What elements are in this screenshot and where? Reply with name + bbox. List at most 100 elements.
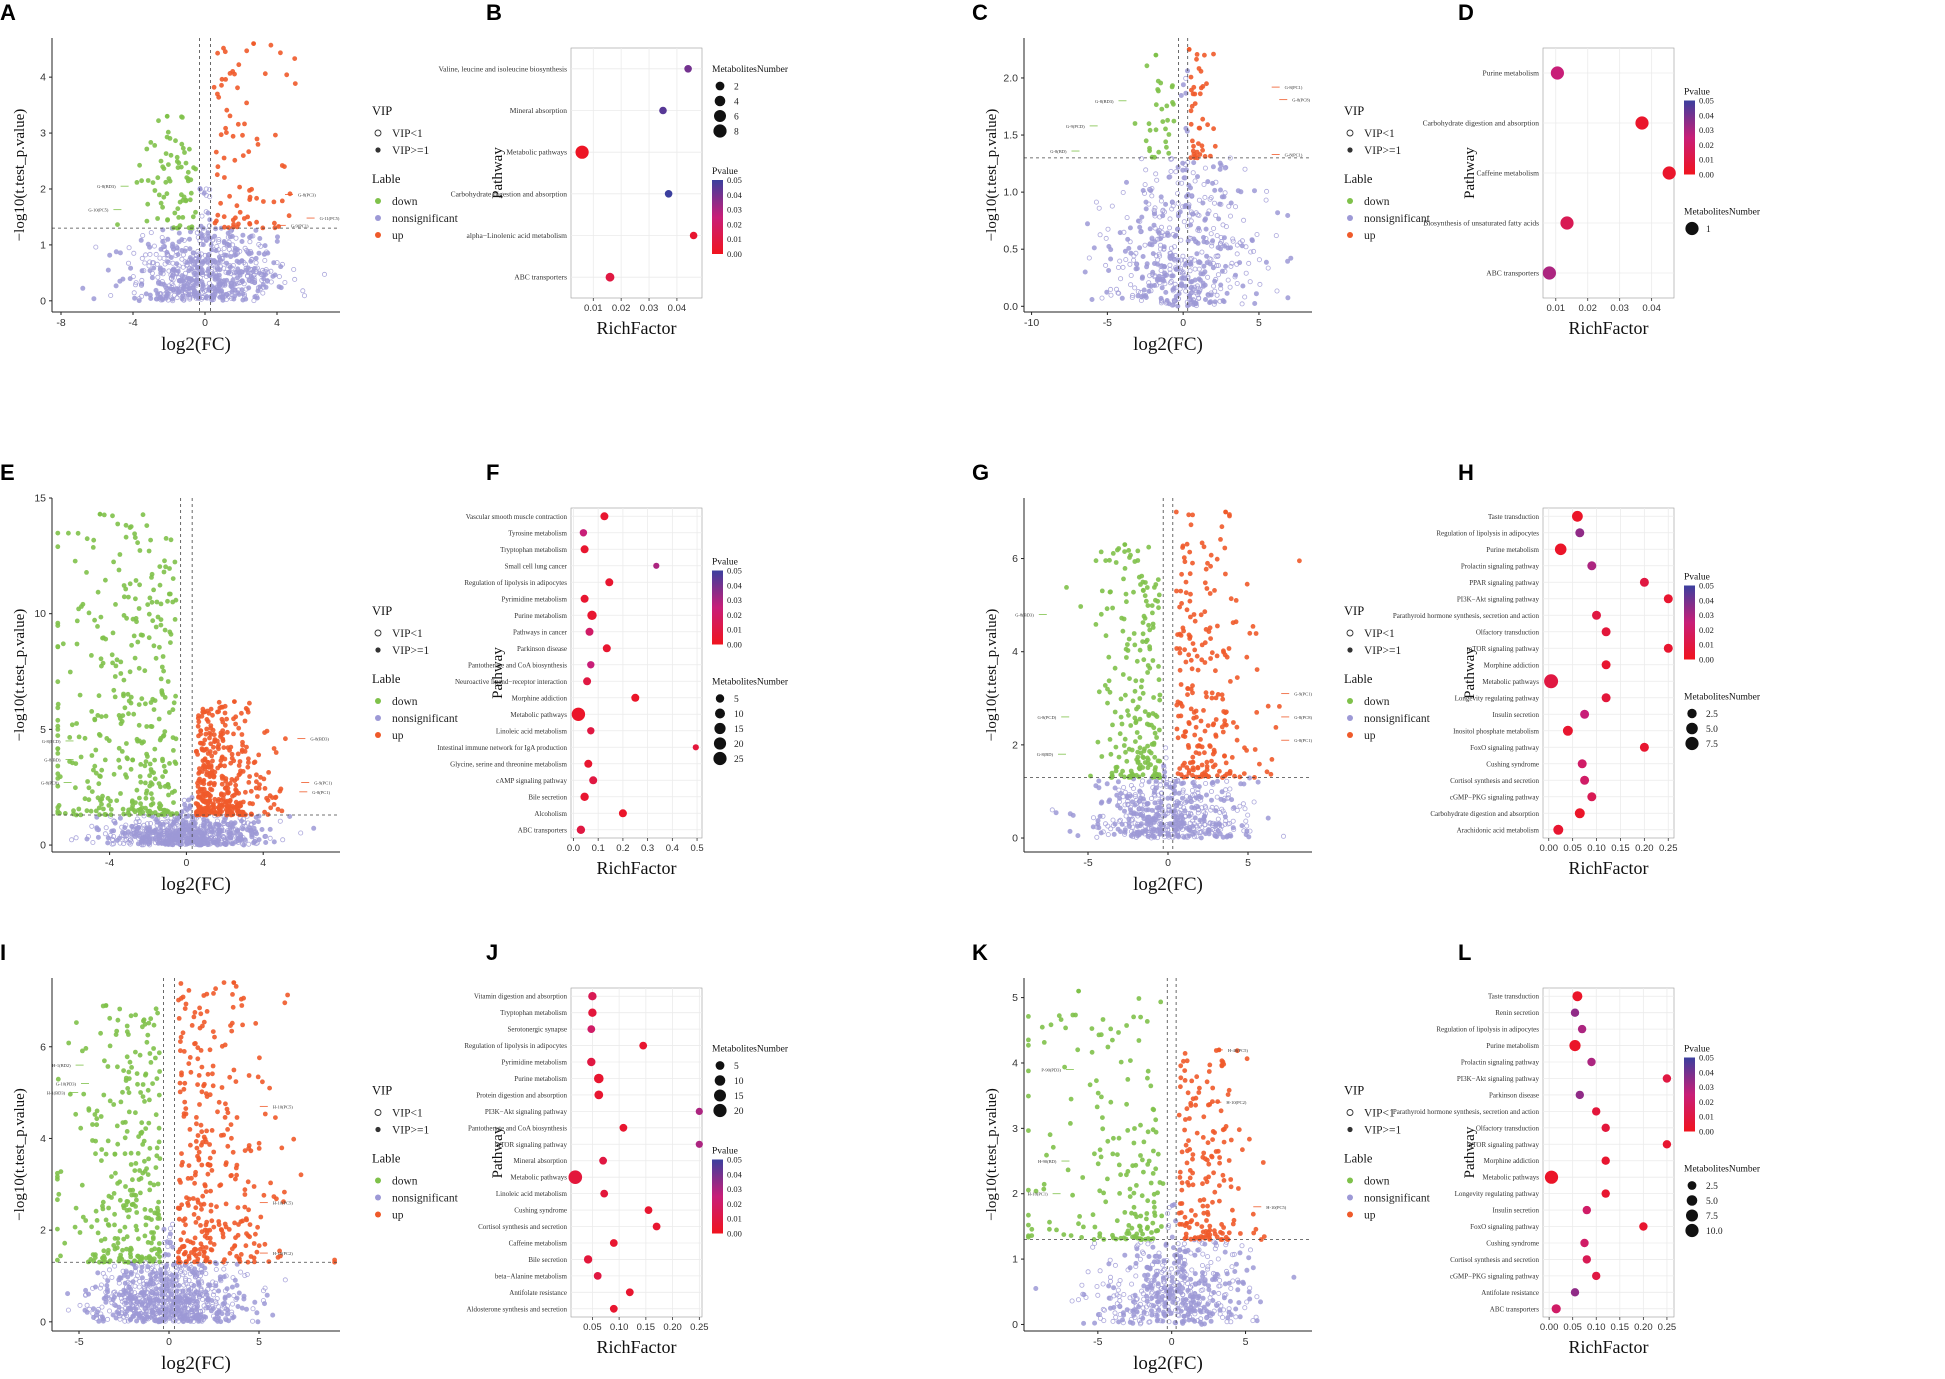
volcano-point-nonsig bbox=[240, 816, 246, 822]
volcano-point-down bbox=[1096, 689, 1102, 695]
volcano-point-down bbox=[146, 611, 152, 617]
volcano-point-down bbox=[158, 200, 164, 206]
volcano-point-nonsig bbox=[165, 1283, 171, 1289]
volcano-point-down bbox=[86, 785, 92, 791]
volcano-point-nonsig bbox=[149, 260, 155, 266]
annotation-label: G-8(PC8) bbox=[1292, 98, 1310, 103]
volcano-point-nonsig bbox=[174, 295, 180, 301]
pathway-bubble bbox=[1639, 577, 1649, 587]
volcano-point-up-max bbox=[251, 41, 256, 46]
volcano-point-up bbox=[1194, 653, 1200, 659]
volcano-point-down bbox=[1144, 585, 1150, 590]
volcano-point-up bbox=[264, 795, 269, 801]
volcano-point-nonsig bbox=[1162, 281, 1168, 287]
y-axis-title: Pathway bbox=[1462, 647, 1478, 699]
volcano-point-nonsig bbox=[252, 1299, 258, 1305]
volcano-point-down bbox=[76, 734, 82, 740]
volcano-point-up bbox=[226, 225, 232, 231]
x-tick-label: 0.0 bbox=[567, 843, 580, 854]
volcano-point-down bbox=[145, 602, 151, 607]
volcano-point-nonsig bbox=[228, 254, 234, 260]
volcano-point-up bbox=[197, 769, 203, 775]
volcano-point-nonsig bbox=[165, 1252, 171, 1258]
volcano-point-up bbox=[271, 199, 277, 205]
volcano-point-nonsig bbox=[181, 808, 187, 814]
volcano-point-nonsig bbox=[278, 285, 284, 291]
lable-legend-item: down bbox=[392, 196, 418, 208]
volcano-point-up bbox=[277, 788, 283, 794]
volcano-point-up bbox=[1242, 745, 1247, 751]
volcano-point-nonsig bbox=[122, 830, 128, 836]
volcano-point-nonsig bbox=[1172, 257, 1178, 263]
volcano-point-nonsig bbox=[1181, 219, 1187, 225]
volcano-point-nonsig bbox=[1148, 795, 1154, 801]
volcano-point-nonsig bbox=[1166, 803, 1172, 809]
volcano-point-nonsig bbox=[1189, 804, 1195, 810]
volcano-point-nonsig bbox=[1153, 282, 1159, 288]
volcano-point-down bbox=[113, 663, 119, 669]
volcano-point-up bbox=[1254, 710, 1260, 715]
volcano-point-down bbox=[1135, 749, 1141, 755]
volcano-point-nonsig bbox=[175, 251, 181, 257]
volcano-point-nonsig bbox=[1288, 255, 1294, 261]
volcano-point-down bbox=[110, 513, 115, 519]
volcano-point-up bbox=[1215, 692, 1221, 697]
annotation-label: G-8(BD) bbox=[1050, 149, 1067, 154]
volcano-point-up bbox=[1204, 81, 1209, 87]
volcano-point-down bbox=[171, 700, 177, 706]
volcano-point-up bbox=[279, 808, 285, 814]
size-legend-label: 5 bbox=[734, 695, 739, 705]
volcano-point-down bbox=[1135, 548, 1141, 554]
volcano-point-down bbox=[1134, 730, 1140, 735]
volcano-point-nonsig bbox=[246, 285, 252, 291]
volcano-point-nonsig bbox=[1122, 829, 1128, 835]
volcano-point-up bbox=[1182, 647, 1187, 653]
volcano-point-nonsig bbox=[91, 1306, 97, 1312]
volcano-point-down bbox=[158, 601, 164, 607]
volcano-point-up bbox=[271, 746, 277, 751]
volcano-point-nonsig bbox=[1216, 216, 1222, 222]
volcano-point-nonsig bbox=[1182, 175, 1188, 181]
volcano-point-nonsig bbox=[1123, 257, 1129, 263]
volcano-point-down bbox=[147, 773, 153, 779]
volcano-point-nonsig bbox=[229, 265, 235, 271]
volcano-point-nonsig bbox=[1198, 830, 1204, 836]
volcano-point-nonsig bbox=[109, 828, 115, 834]
volcano-point-nonsig bbox=[252, 279, 258, 285]
volcano-point-down bbox=[1153, 102, 1159, 108]
volcano-point-up bbox=[1188, 155, 1194, 161]
volcano-point-nonsig bbox=[256, 250, 262, 256]
volcano-point-nonsig bbox=[1128, 810, 1134, 816]
volcano-point-nonsig bbox=[192, 262, 198, 268]
volcano-point-down bbox=[167, 178, 173, 184]
volcano-point-down bbox=[158, 784, 163, 790]
volcano-point-nonsig bbox=[163, 293, 169, 299]
volcano-point-down bbox=[145, 178, 151, 183]
annotation-label: G-8(PCD) bbox=[42, 739, 61, 744]
x-tick-label: 0.03 bbox=[640, 303, 659, 314]
pvalue-legend-label: 0.00 bbox=[727, 249, 742, 259]
lable-legend-title: Lable bbox=[1344, 172, 1373, 186]
volcano-point-nonsig bbox=[229, 824, 235, 830]
volcano-point-down bbox=[1155, 78, 1161, 84]
volcano-point-down bbox=[167, 629, 173, 635]
volcano-point-nonsig bbox=[109, 841, 115, 847]
y-tick-label: 2.0 bbox=[1003, 72, 1018, 84]
volcano-point-nonsig bbox=[1218, 282, 1224, 288]
x-tick-label: -5 bbox=[1103, 317, 1112, 329]
lable-legend-title: Lable bbox=[1344, 672, 1373, 686]
volcano-point-nonsig bbox=[243, 296, 249, 302]
volcano-point-nonsig bbox=[237, 248, 243, 254]
volcano-point-down bbox=[97, 812, 102, 818]
volcano-point-nonsig bbox=[119, 1307, 125, 1313]
volcano-point-nonsig bbox=[1154, 277, 1160, 283]
volcano-point-up bbox=[1219, 692, 1225, 698]
volcano-point-down bbox=[149, 724, 155, 729]
y-axis-title: −log10(t.test_p.value) bbox=[12, 109, 28, 242]
volcano-point-up bbox=[1186, 720, 1192, 725]
volcano-point-nonsig bbox=[239, 1305, 245, 1311]
volcano-point-down bbox=[1107, 737, 1113, 742]
volcano-point-nonsig bbox=[1251, 799, 1257, 805]
volcano-point-down bbox=[159, 664, 165, 670]
volcano-point-down bbox=[1137, 716, 1143, 722]
